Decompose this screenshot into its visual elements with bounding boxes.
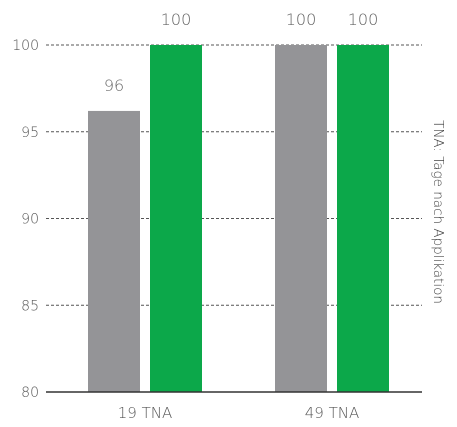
y-tick-90: 90 xyxy=(21,212,39,228)
bars xyxy=(88,45,389,393)
bar-1-0 xyxy=(275,45,327,392)
data-labels: 96 100 100 100 xyxy=(104,10,378,95)
side-axis-label: TNA: Tage nach Applikation xyxy=(430,120,446,304)
data-label-1-1: 100 xyxy=(348,10,379,29)
y-tick-labels: 80 85 90 95 100 xyxy=(12,38,39,401)
category-label-1: 49 TNA xyxy=(305,404,360,422)
y-tick-80: 80 xyxy=(21,385,39,401)
bar-0-1 xyxy=(150,45,202,392)
data-label-0-1: 100 xyxy=(161,10,192,29)
y-tick-85: 85 xyxy=(21,298,39,314)
category-labels: 19 TNA 49 TNA xyxy=(118,404,360,422)
y-tick-100: 100 xyxy=(12,38,39,54)
y-tick-95: 95 xyxy=(21,125,39,141)
category-label-0: 19 TNA xyxy=(118,404,173,422)
bar-0-0 xyxy=(88,110,140,393)
data-label-0-0: 96 xyxy=(104,76,124,95)
bar-1-1 xyxy=(337,45,389,392)
data-label-1-0: 100 xyxy=(286,10,317,29)
